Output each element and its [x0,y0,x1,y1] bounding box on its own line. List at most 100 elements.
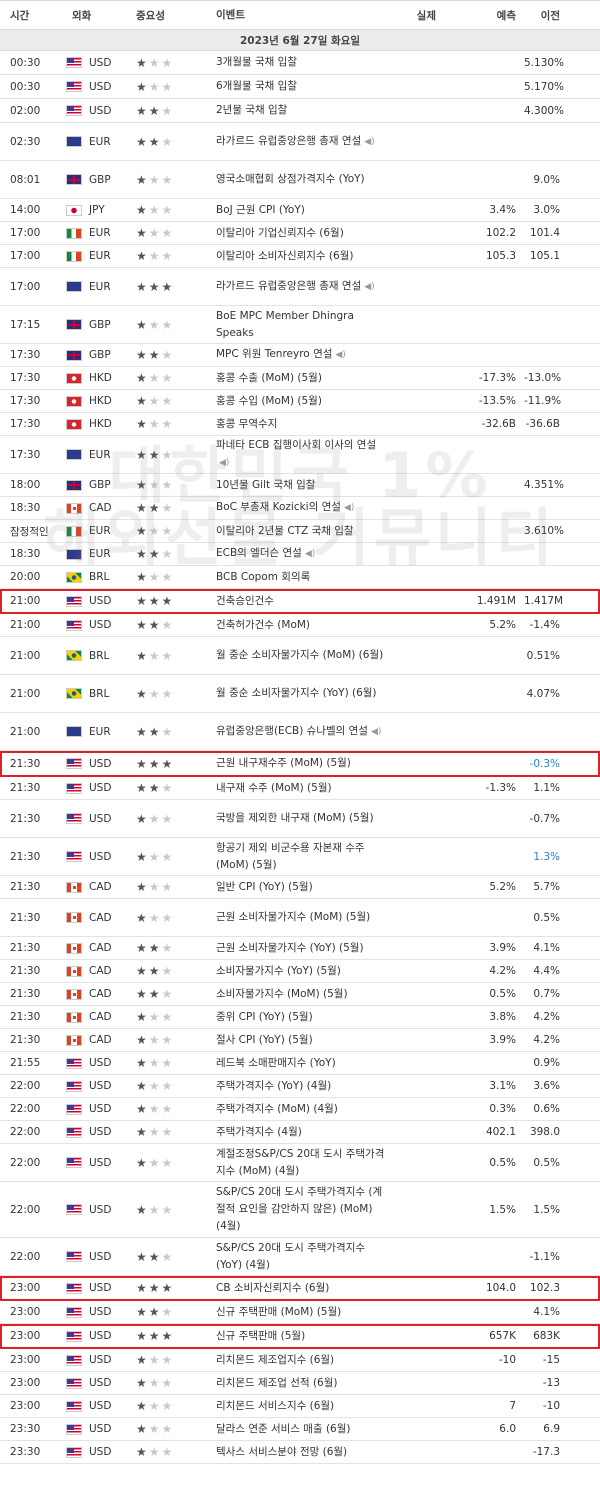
event-name[interactable]: 홍콩 수입 (MoM) (5월) [212,393,390,410]
header-currency[interactable]: 외화 [72,9,92,22]
table-row[interactable]: 21:00 BRL ★ ★ ★ 월 중순 소비자물가지수 (MoM) (6월) 0.51% [0,637,600,675]
table-row[interactable]: 17:00 EUR ★ ★ ★ 이탈리아 기업신뢰지수 (6월) 102.2 101.4 [0,222,600,245]
table-row[interactable]: 21:30 CAD ★ ★ ★ 근원 소비자물가지수 (MoM) (5월) 0.5% [0,899,600,937]
event-name[interactable]: 이탈리아 기업신뢰지수 (6월) [212,225,390,242]
table-row[interactable]: 18:30 EUR ★ ★ ★ ECB의 엘더슨 연설 ◀) [0,543,600,566]
event-title[interactable]: 월 중순 소비자물가지수 (YoY) (6월) [216,687,377,699]
event-title[interactable]: 달라스 연준 서비스 매출 (6월) [216,1422,351,1435]
event-title[interactable]: 라가르드 유럽중앙은행 총재 연설 [216,134,362,147]
event-name[interactable]: BoJ 근원 CPI (YoY) [212,202,390,219]
event-title[interactable]: 홍콩 수출 (MoM) (5월) [216,371,322,384]
event-name[interactable]: 주택가격지수 (YoY) (4월) [212,1078,390,1095]
event-name[interactable]: 건축허가건수 (MoM) [212,617,390,634]
header-event[interactable]: 이벤트 [216,8,245,21]
event-name[interactable]: 신규 주택판매 (MoM) (5월) [212,1304,390,1321]
table-row[interactable]: 17:15 GBP ★ ★ ★ BoE MPC Member Dhingra Speaks [0,306,600,344]
event-name[interactable]: 10년물 Gilt 국채 입찰 [212,477,390,494]
event-title[interactable]: 소비자물가지수 (YoY) (5월) [216,964,341,977]
event-name[interactable]: BoE MPC Member Dhingra Speaks [212,308,390,342]
event-name[interactable]: 라가르드 유럽중앙은행 총재 연설 ◀) [212,278,390,296]
table-row[interactable]: 21:00 USD ★ ★ ★ 건축승인건수 1.491M 1.417M [0,589,600,614]
event-title[interactable]: 2년물 국채 입찰 [216,104,288,116]
event-title[interactable]: MPC 위원 Tenreyro 연설 [216,348,333,360]
event-name[interactable]: 중위 CPI (YoY) (5월) [212,1009,390,1026]
event-name[interactable]: 홍콩 무역수지 [212,416,390,433]
event-name[interactable]: S&P/CS 20대 도시 주택가격지수 (계절적 요인을 감안하지 않은) (… [212,1184,390,1235]
event-name[interactable]: BCB Copom 회의록 [212,569,390,586]
header-forecast[interactable]: 예측 [496,9,516,22]
event-name[interactable]: 근원 소비자물가지수 (YoY) (5월) [212,940,390,957]
event-name[interactable]: 달라스 연준 서비스 매출 (6월) [212,1421,390,1438]
table-row[interactable]: 14:00 JPY ★ ★ ★ BoJ 근원 CPI (YoY) 3.4% 3.0% [0,199,600,222]
event-name[interactable]: 레드북 소매판매지수 (YoY) [212,1055,390,1072]
event-name[interactable]: 리치몬드 제조업 선적 (6월) [212,1375,390,1392]
header-importance[interactable]: 중요성 [136,9,165,22]
event-title[interactable]: 소비자물가지수 (MoM) (5월) [216,987,348,1000]
event-name[interactable]: 리치몬드 서비스지수 (6월) [212,1398,390,1415]
table-row[interactable]: 21:30 USD ★ ★ ★ 근원 내구재수주 (MoM) (5월) -0.3% [0,751,600,777]
event-title[interactable]: 신규 주택판매 (5월) [216,1329,306,1342]
event-name[interactable]: 소비자물가지수 (YoY) (5월) [212,963,390,980]
table-row[interactable]: 23:30 USD ★ ★ ★ 텍사스 서비스분야 전망 (6월) -17.3 [0,1441,600,1464]
table-row[interactable]: 17:00 EUR ★ ★ ★ 라가르드 유럽중앙은행 총재 연설 ◀) [0,268,600,306]
event-title[interactable]: 리치몬드 서비스지수 (6월) [216,1399,335,1412]
event-title[interactable]: BoC 부총재 Kozicki의 연설 [216,501,341,513]
table-row[interactable]: 23:00 USD ★ ★ ★ 리치몬드 서비스지수 (6월) 7 -10 [0,1395,600,1418]
event-title[interactable]: 신규 주택판매 (MoM) (5월) [216,1305,342,1318]
event-name[interactable]: 3개월물 국채 입찰 [212,54,390,71]
event-title[interactable]: 리치몬드 제조업지수 (6월) [216,1353,335,1366]
event-name[interactable]: 2년물 국채 입찰 [212,102,390,119]
table-row[interactable]: 23:00 USD ★ ★ ★ 리치몬드 제조업지수 (6월) -10 -15 [0,1349,600,1372]
table-row[interactable]: 17:30 HKD ★ ★ ★ 홍콩 무역수지 -32.6B -36.6B [0,413,600,436]
event-name[interactable]: 유럽중앙은행(ECB) 슈나벨의 연설 ◀) [212,723,390,741]
table-row[interactable]: 08:01 GBP ★ ★ ★ 영국소매협회 상점가격지수 (YoY) 9.0% [0,161,600,199]
event-name[interactable]: 계절조정S&P/CS 20대 도시 주택가격지수 (MoM) (4월) [212,1146,390,1180]
event-title[interactable]: 홍콩 무역수지 [216,417,278,430]
table-row[interactable]: 22:00 USD ★ ★ ★ 주택가격지수 (YoY) (4월) 3.1% 3.6% [0,1075,600,1098]
event-title[interactable]: 이탈리아 기업신뢰지수 (6월) [216,226,344,239]
event-title[interactable]: 주택가격지수 (YoY) (4월) [216,1079,332,1092]
event-title[interactable]: 내구재 수주 (MoM) (5월) [216,781,332,794]
table-row[interactable]: 00:30 USD ★ ★ ★ 6개월물 국채 입찰 5.170% [0,75,600,99]
table-row[interactable]: 잠정적인 EUR ★ ★ ★ 이탈리아 2년물 CTZ 국채 입찰 3.610% [0,520,600,543]
event-name[interactable]: 일반 CPI (YoY) (5월) [212,879,390,896]
event-title[interactable]: 유럽중앙은행(ECB) 슈나벨의 연설 [216,724,368,737]
event-name[interactable]: 절사 CPI (YoY) (5월) [212,1032,390,1049]
table-row[interactable]: 21:30 USD ★ ★ ★ 국방을 제외한 내구재 (MoM) (5월) -0.7% [0,800,600,838]
table-row[interactable]: 21:00 EUR ★ ★ ★ 유럽중앙은행(ECB) 슈나벨의 연설 ◀) [0,713,600,751]
table-row[interactable]: 21:30 CAD ★ ★ ★ 근원 소비자물가지수 (YoY) (5월) 3.9% 4.1% [0,937,600,960]
event-name[interactable]: 월 중순 소비자물가지수 (MoM) (6월) [212,647,390,664]
event-name[interactable]: 이탈리아 2년물 CTZ 국채 입찰 [212,523,390,540]
event-name[interactable]: 내구재 수주 (MoM) (5월) [212,780,390,797]
table-row[interactable]: 00:30 USD ★ ★ ★ 3개월물 국채 입찰 5.130% [0,51,600,75]
event-title[interactable]: BoE MPC Member Dhingra Speaks [216,309,354,339]
event-title[interactable]: ECB의 엘더슨 연설 [216,547,302,559]
table-row[interactable]: 22:00 USD ★ ★ ★ S&P/CS 20대 도시 주택가격지수 (YoY) (4… [0,1238,600,1276]
table-row[interactable]: 18:00 GBP ★ ★ ★ 10년물 Gilt 국채 입찰 4.351% [0,474,600,497]
table-row[interactable]: 21:55 USD ★ ★ ★ 레드북 소매판매지수 (YoY) 0.9% [0,1052,600,1075]
table-row[interactable]: 20:00 BRL ★ ★ ★ BCB Copom 회의록 [0,566,600,589]
event-title[interactable]: BCB Copom 회의록 [216,570,311,583]
event-title[interactable]: 주택가격지수 (4월) [216,1125,302,1138]
table-row[interactable]: 02:30 EUR ★ ★ ★ 라가르드 유럽중앙은행 총재 연설 ◀) [0,123,600,161]
table-row[interactable]: 21:00 USD ★ ★ ★ 건축허가건수 (MoM) 5.2% -1.4% [0,614,600,637]
header-previous[interactable]: 이전 [540,9,560,22]
event-name[interactable]: 이탈리아 소비자신뢰지수 (6월) [212,248,390,265]
table-row[interactable]: 18:30 CAD ★ ★ ★ BoC 부총재 Kozicki의 연설 ◀) [0,497,600,520]
table-row[interactable]: 23:00 USD ★ ★ ★ 리치몬드 제조업 선적 (6월) -13 [0,1372,600,1395]
event-name[interactable]: 라가르드 유럽중앙은행 총재 연설 ◀) [212,133,390,151]
event-name[interactable]: 신규 주택판매 (5월) [212,1328,390,1345]
table-row[interactable]: 17:30 HKD ★ ★ ★ 홍콩 수입 (MoM) (5월) -13.5% -11.9% [0,390,600,413]
event-title[interactable]: 홍콩 수입 (MoM) (5월) [216,394,322,407]
event-name[interactable]: 국방을 제외한 내구재 (MoM) (5월) [212,810,390,827]
event-name[interactable]: 영국소매협회 상점가격지수 (YoY) [212,171,390,188]
event-name[interactable]: CB 소비자신뢰지수 (6월) [212,1280,390,1297]
table-row[interactable]: 21:30 USD ★ ★ ★ 항공기 제외 비군수용 자본재 수주 (MoM) (5월)… [0,838,600,876]
event-title[interactable]: 근원 내구재수주 (MoM) (5월) [216,757,351,769]
event-name[interactable]: 홍콩 수출 (MoM) (5월) [212,370,390,387]
event-title[interactable]: 일반 CPI (YoY) (5월) [216,880,313,893]
event-title[interactable]: CB 소비자신뢰지수 (6월) [216,1281,330,1294]
table-row[interactable]: 22:00 USD ★ ★ ★ 주택가격지수 (4월) 402.1 398.0 [0,1121,600,1144]
event-name[interactable]: 주택가격지수 (MoM) (4월) [212,1101,390,1118]
table-row[interactable]: 17:30 HKD ★ ★ ★ 홍콩 수출 (MoM) (5월) -17.3% -13.0% [0,367,600,390]
